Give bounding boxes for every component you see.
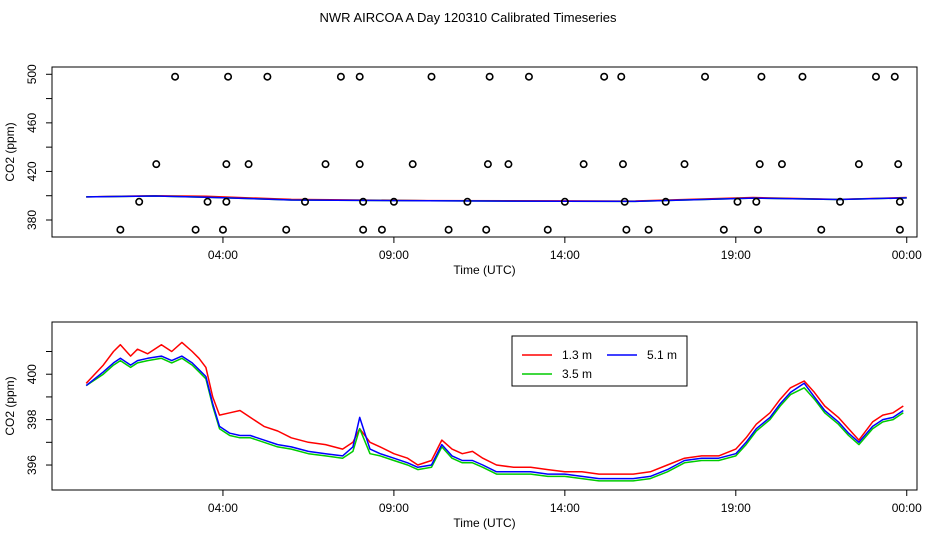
y-tick-label: 400 bbox=[25, 364, 39, 384]
data-point bbox=[854, 160, 863, 169]
x-tick-label: 00:00 bbox=[892, 248, 922, 262]
data-point bbox=[798, 72, 807, 81]
x-tick-label: 04:00 bbox=[208, 248, 238, 262]
data-point bbox=[644, 225, 653, 234]
data-point bbox=[203, 197, 212, 206]
data-point bbox=[871, 72, 880, 81]
y-tick-label: 500 bbox=[25, 64, 39, 84]
series-line-5-1-m bbox=[85, 355, 904, 480]
legend-label: 5.1 m bbox=[647, 348, 677, 362]
data-point bbox=[355, 160, 364, 169]
x-axis-label: Time (UTC) bbox=[453, 263, 515, 277]
data-point bbox=[622, 225, 631, 234]
data-point bbox=[661, 197, 670, 206]
x-tick-label: 04:00 bbox=[208, 501, 238, 515]
data-point bbox=[524, 72, 533, 81]
series-line-1-3-m bbox=[85, 341, 904, 475]
data-point bbox=[777, 160, 786, 169]
x-tick-label: 14:00 bbox=[550, 248, 580, 262]
data-point bbox=[620, 197, 629, 206]
data-point bbox=[135, 197, 144, 206]
data-point bbox=[485, 72, 494, 81]
y-tick-label: 398 bbox=[25, 409, 39, 429]
x-tick-label: 09:00 bbox=[379, 248, 409, 262]
data-point bbox=[408, 160, 417, 169]
data-point bbox=[222, 160, 231, 169]
x-tick-label: 14:00 bbox=[550, 501, 580, 515]
data-point bbox=[757, 72, 766, 81]
data-point bbox=[222, 197, 231, 206]
data-point bbox=[218, 225, 227, 234]
chart-title: NWR AIRCOA A Day 120310 Calibrated Times… bbox=[320, 10, 617, 25]
data-point bbox=[579, 160, 588, 169]
data-point bbox=[894, 160, 903, 169]
data-point bbox=[244, 160, 253, 169]
data-point bbox=[152, 160, 161, 169]
data-point bbox=[617, 72, 626, 81]
data-point bbox=[359, 197, 368, 206]
plot-frame bbox=[51, 66, 918, 238]
x-tick-label: 00:00 bbox=[892, 501, 922, 515]
data-point bbox=[463, 197, 472, 206]
data-point bbox=[752, 197, 761, 206]
plot-area bbox=[85, 341, 904, 482]
data-point bbox=[817, 225, 826, 234]
data-point bbox=[359, 225, 368, 234]
data-point bbox=[755, 160, 764, 169]
plot-frame bbox=[51, 321, 918, 491]
y-tick-label: 420 bbox=[25, 161, 39, 181]
bottom-panel: 04:00 09:00 14:00 19:00 00:00 Time (UTC) 396 39… bbox=[3, 321, 922, 530]
y-axis-label: CO2 (ppm) bbox=[3, 122, 17, 181]
data-point bbox=[389, 197, 398, 206]
data-point bbox=[483, 160, 492, 169]
series-line-5-1-m bbox=[86, 195, 907, 203]
data-point bbox=[191, 225, 200, 234]
y-tick-label: 380 bbox=[25, 210, 39, 230]
y-axis-label: CO2 (ppm) bbox=[3, 376, 17, 435]
y-tick-label: 396 bbox=[25, 455, 39, 475]
legend: 1.3 m 3.5 m 5.1 m bbox=[511, 335, 688, 387]
series-line-3-5-m bbox=[85, 357, 904, 482]
data-point bbox=[600, 72, 609, 81]
data-point bbox=[321, 160, 330, 169]
x-tick-label: 19:00 bbox=[721, 501, 751, 515]
top-panel: 04:00 09:00 14:00 19:00 00:00 Time (UTC) 380 42… bbox=[3, 64, 922, 277]
data-point bbox=[444, 225, 453, 234]
legend-box bbox=[511, 335, 688, 387]
data-point bbox=[733, 197, 742, 206]
data-point bbox=[719, 225, 728, 234]
data-point bbox=[890, 72, 899, 81]
data-point bbox=[282, 225, 291, 234]
plot-area bbox=[86, 194, 907, 203]
data-point bbox=[680, 160, 689, 169]
data-point bbox=[427, 72, 436, 81]
data-point bbox=[504, 160, 513, 169]
y-tick-label: 460 bbox=[25, 113, 39, 133]
x-tick-label: 09:00 bbox=[379, 501, 409, 515]
legend-label: 3.5 m bbox=[562, 367, 592, 381]
data-point bbox=[701, 72, 710, 81]
data-point bbox=[377, 225, 386, 234]
data-point bbox=[543, 225, 552, 234]
data-point bbox=[895, 225, 904, 234]
data-point bbox=[560, 197, 569, 206]
data-point bbox=[355, 72, 364, 81]
data-point bbox=[263, 72, 272, 81]
x-axis-label: Time (UTC) bbox=[453, 516, 515, 530]
data-point bbox=[336, 72, 345, 81]
x-tick-label: 19:00 bbox=[721, 248, 751, 262]
data-point bbox=[836, 197, 845, 206]
data-point bbox=[171, 72, 180, 81]
data-point bbox=[301, 197, 310, 206]
data-point bbox=[482, 225, 491, 234]
data-point bbox=[895, 197, 904, 206]
data-point bbox=[116, 225, 125, 234]
data-point bbox=[618, 160, 627, 169]
legend-label: 1.3 m bbox=[562, 348, 592, 362]
data-point bbox=[754, 225, 763, 234]
data-point bbox=[224, 72, 233, 81]
